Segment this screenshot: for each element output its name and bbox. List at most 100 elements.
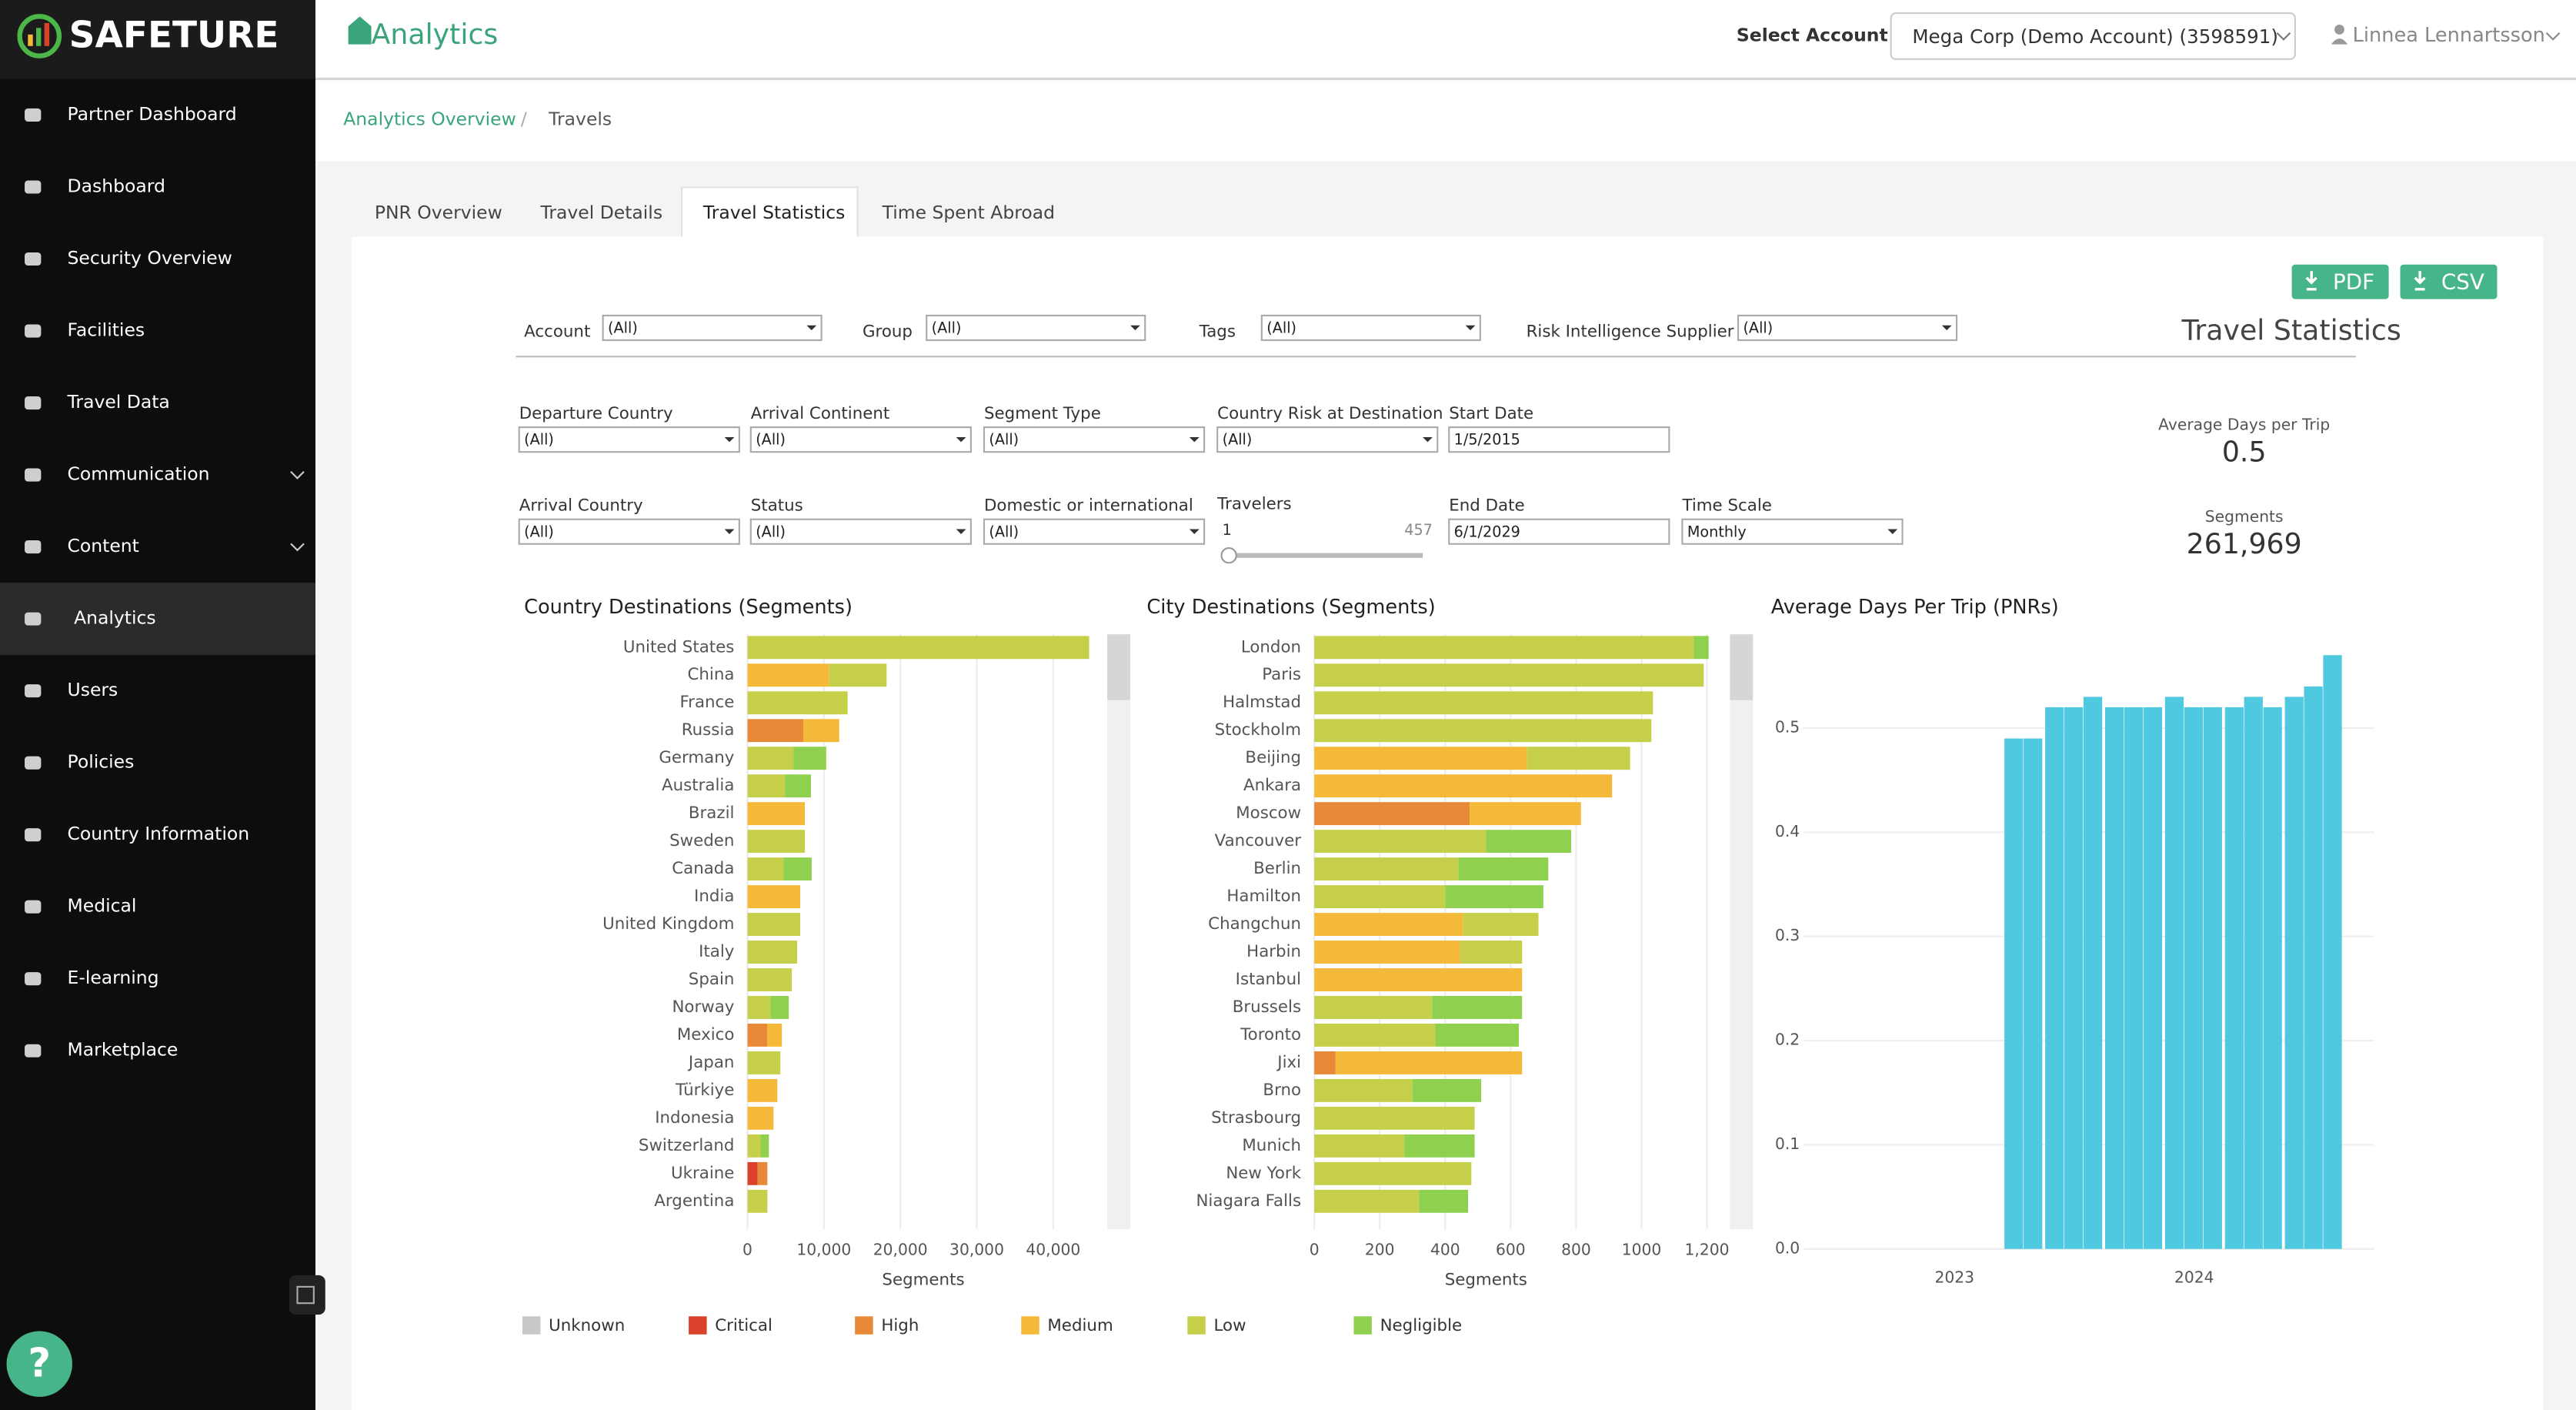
dropdown[interactable] bbox=[749, 518, 972, 545]
bar-segment bbox=[1314, 636, 1694, 660]
menu-icon bbox=[25, 252, 42, 266]
bar-segment bbox=[747, 802, 806, 826]
tab[interactable]: PNR Overview bbox=[375, 202, 502, 223]
x-tick-label: 2023 bbox=[1934, 1268, 1974, 1287]
bar bbox=[2224, 707, 2244, 1249]
dropdown[interactable] bbox=[1260, 314, 1481, 342]
text-input[interactable] bbox=[1448, 426, 1670, 453]
dropdown-arrow bbox=[1941, 325, 1952, 331]
bar-segment bbox=[747, 1051, 781, 1074]
bar-segment bbox=[1335, 1051, 1523, 1074]
bar-segment bbox=[747, 1189, 768, 1213]
filter-label: Arrival Country bbox=[519, 496, 643, 516]
tab[interactable]: Travel Statistics bbox=[702, 202, 846, 223]
dropdown[interactable] bbox=[518, 426, 740, 453]
slider-handle[interactable] bbox=[1220, 547, 1237, 564]
menu-item[interactable]: Facilities bbox=[68, 319, 145, 341]
scrollbar-thumb[interactable] bbox=[1107, 634, 1131, 700]
dropdown[interactable] bbox=[1681, 518, 1904, 545]
scrollbar-thumb[interactable] bbox=[1730, 634, 1753, 700]
y-tick-label: Türkiye bbox=[675, 1081, 734, 1100]
bar-segment bbox=[767, 1024, 782, 1047]
menu-item[interactable]: Dashboard bbox=[68, 175, 165, 196]
y-tick-label: China bbox=[687, 665, 734, 684]
bar-segment bbox=[803, 719, 839, 743]
help-button[interactable] bbox=[6, 1331, 72, 1397]
dropdown-value: (All) bbox=[1266, 319, 1296, 337]
user-name[interactable]: Linnea Lennartsson bbox=[2353, 24, 2545, 47]
slider-max: 457 bbox=[1404, 521, 1433, 539]
bar-segment bbox=[1314, 719, 1652, 743]
menu-icon bbox=[25, 468, 42, 482]
bar-segment bbox=[1693, 636, 1709, 660]
dropdown-arrow bbox=[956, 436, 966, 443]
dropdown[interactable] bbox=[1216, 426, 1439, 453]
menu-icon bbox=[25, 828, 42, 842]
bar bbox=[2203, 707, 2222, 1249]
dropdown-arrow bbox=[1189, 436, 1200, 443]
menu-icon bbox=[25, 972, 42, 986]
active-tab[interactable] bbox=[681, 186, 859, 241]
account-select[interactable] bbox=[1890, 12, 2296, 60]
scrollbar[interactable] bbox=[1107, 634, 1131, 1230]
collapse-button[interactable] bbox=[289, 1275, 325, 1315]
bar-segment bbox=[1314, 1078, 1413, 1102]
bar-segment bbox=[747, 968, 792, 991]
filter-label: Segment Type bbox=[984, 404, 1101, 423]
bar-segment bbox=[1314, 913, 1463, 936]
text-input[interactable] bbox=[1448, 518, 1670, 545]
breadcrumb-link[interactable]: Analytics Overview bbox=[343, 108, 516, 129]
menu-item[interactable]: Marketplace bbox=[68, 1039, 179, 1061]
dropdown[interactable] bbox=[1737, 314, 1958, 342]
filter-label: Travelers bbox=[1216, 495, 1291, 514]
menu-item[interactable]: Content bbox=[68, 535, 139, 556]
bar-segment bbox=[1314, 941, 1460, 964]
tab[interactable]: Travel Details bbox=[539, 202, 662, 223]
menu-item[interactable]: Analytics bbox=[74, 607, 156, 629]
y-tick-label: Russia bbox=[682, 720, 735, 740]
menu-item[interactable]: Medical bbox=[68, 895, 137, 917]
collapse-icon bbox=[296, 1285, 315, 1305]
x-tick-label: 0 bbox=[1310, 1240, 1320, 1258]
menu-icon bbox=[25, 756, 42, 770]
bar-segment bbox=[1314, 1106, 1475, 1130]
dropdown-arrow bbox=[806, 325, 817, 331]
menu-item[interactable]: E-learning bbox=[68, 967, 159, 988]
dropdown[interactable] bbox=[749, 426, 972, 453]
panel-title: Travel Statistics bbox=[2181, 313, 2401, 346]
kpi-value: 261,969 bbox=[2187, 527, 2302, 560]
chart-title: City Destinations (Segments) bbox=[1146, 596, 1435, 619]
legend-swatch bbox=[1187, 1316, 1206, 1335]
scrollbar[interactable] bbox=[1730, 634, 1753, 1230]
y-tick-label: Ankara bbox=[1243, 776, 1301, 795]
bar-segment bbox=[1314, 774, 1613, 798]
dropdown[interactable] bbox=[602, 314, 823, 342]
filter-label: End Date bbox=[1449, 496, 1524, 516]
menu-item[interactable]: Communication bbox=[68, 463, 210, 485]
menu-item[interactable]: Policies bbox=[68, 751, 135, 773]
y-tick-label: Norway bbox=[672, 997, 734, 1017]
dropdown[interactable] bbox=[983, 426, 1206, 453]
legend-swatch bbox=[855, 1316, 873, 1335]
bar-segment bbox=[1314, 747, 1527, 770]
menu-item[interactable]: Travel Data bbox=[67, 391, 170, 413]
menu-icon bbox=[25, 324, 42, 338]
y-tick-label: Australia bbox=[662, 776, 734, 795]
y-tick-label: United Kingdom bbox=[602, 914, 734, 934]
bar bbox=[2263, 707, 2282, 1249]
menu-icon bbox=[25, 180, 42, 194]
y-tick-label: Moscow bbox=[1236, 804, 1301, 823]
menu-item[interactable]: Partner Dashboard bbox=[68, 103, 237, 125]
menu-item[interactable]: Users bbox=[68, 679, 118, 700]
menu-item[interactable]: Country Information bbox=[68, 823, 250, 844]
dropdown[interactable] bbox=[518, 518, 740, 545]
dropdown-value: (All) bbox=[608, 319, 638, 337]
tab[interactable]: Time Spent Abroad bbox=[882, 202, 1055, 223]
dropdown[interactable] bbox=[983, 518, 1206, 545]
bar-segment bbox=[1314, 663, 1704, 687]
dropdown-value: 6/1/2029 bbox=[1454, 523, 1520, 540]
dropdown[interactable] bbox=[926, 314, 1146, 342]
menu-item[interactable]: Security Overview bbox=[68, 247, 232, 269]
y-tick-label: Munich bbox=[1242, 1136, 1301, 1155]
dropdown-value: Monthly bbox=[1687, 523, 1747, 540]
